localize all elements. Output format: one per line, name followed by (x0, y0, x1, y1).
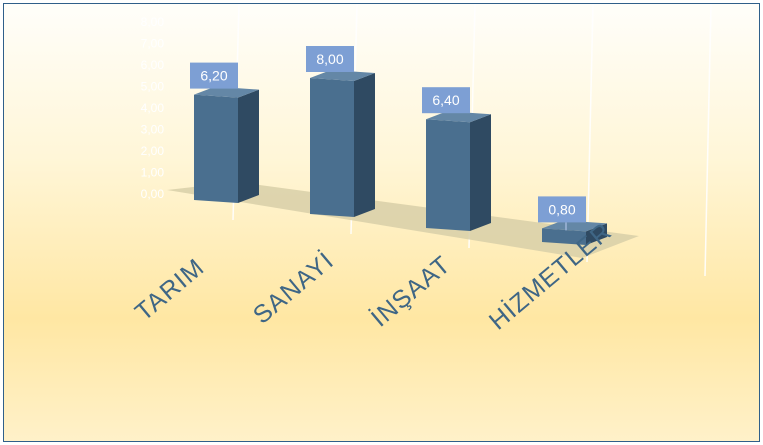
bar-sanayi (310, 70, 375, 217)
category-label: TARIM (130, 253, 210, 326)
y-tick-label: 7,00 (141, 37, 165, 51)
bar-tarim-front (194, 95, 238, 203)
bar-tarim (194, 87, 259, 203)
data-label: 6,20 (190, 63, 238, 89)
bar-i-ns-aat (426, 111, 491, 231)
y-tick-label: 1,00 (141, 166, 165, 180)
y-tick-label: 6,00 (141, 58, 165, 72)
bar-i-ns-aat-side (470, 114, 491, 231)
bar-i-ns-aat-front (426, 119, 470, 231)
bar-sanayi-side (354, 73, 375, 217)
category-label: İNŞAAT (365, 250, 456, 333)
bar-chart: 0,00 1,00 2,00 3,00 4,00 5,00 6,00 7,00 8,00 6,2… (4, 4, 759, 441)
y-tick-label: 8,00 (141, 15, 165, 29)
y-tick-label: 5,00 (141, 80, 165, 94)
data-label-text: 8,00 (316, 51, 343, 67)
bar-sanayi-front (310, 78, 354, 217)
data-label-text: 6,40 (432, 92, 459, 108)
y-tick-label: 4,00 (141, 101, 165, 115)
bar-tarim-side (238, 90, 259, 203)
data-label: 8,00 (306, 46, 354, 72)
data-label: 6,40 (422, 87, 470, 113)
chart-frame: 0,00 1,00 2,00 3,00 4,00 5,00 6,00 7,00 8,00 6,2… (3, 3, 760, 442)
y-axis-ticks: 0,00 1,00 2,00 3,00 4,00 5,00 6,00 7,00 8,00 (141, 15, 165, 201)
data-label-text: 0,80 (548, 201, 575, 217)
y-tick-label: 2,00 (141, 144, 165, 158)
gridline (705, 4, 711, 276)
data-label-text: 6,20 (200, 68, 227, 84)
y-tick-label: 3,00 (141, 123, 165, 137)
y-tick-label: 0,00 (141, 187, 165, 201)
category-label: SANAYİ (247, 246, 339, 330)
